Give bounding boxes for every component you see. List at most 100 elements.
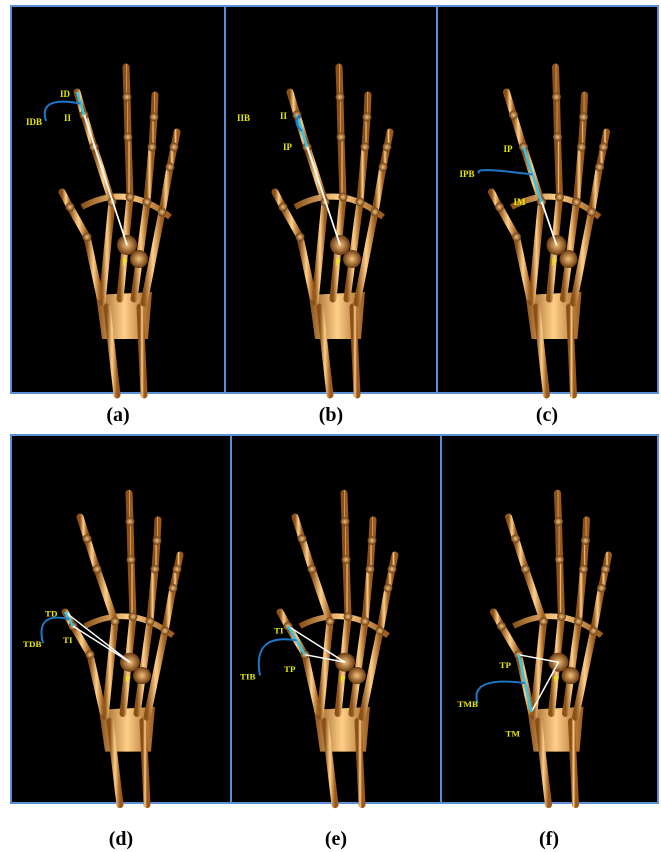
bone <box>365 569 370 621</box>
caption: (f) <box>539 828 559 850</box>
joint <box>363 113 372 122</box>
joint <box>308 565 317 574</box>
bone <box>147 147 152 202</box>
joint-label: TP <box>500 660 512 670</box>
bone <box>560 560 562 617</box>
joint <box>153 536 162 545</box>
joint <box>126 517 135 526</box>
joint <box>574 617 583 626</box>
bone <box>143 721 147 805</box>
palm-sphere <box>133 667 151 684</box>
joint-label: II <box>64 113 72 123</box>
joint <box>512 233 521 242</box>
palm-sphere <box>348 667 366 684</box>
joint <box>166 163 175 172</box>
joint <box>143 198 152 207</box>
joint <box>93 565 102 574</box>
joint <box>298 534 307 543</box>
joint <box>344 612 353 621</box>
bone <box>360 147 365 202</box>
joint <box>129 612 138 621</box>
palm-sphere <box>560 250 578 268</box>
joint <box>553 133 562 142</box>
bone <box>579 569 584 621</box>
joint <box>368 536 377 545</box>
bone <box>152 117 154 147</box>
joint <box>589 627 598 636</box>
joint-label: II <box>280 111 288 121</box>
joint <box>150 113 159 122</box>
joint <box>554 517 563 526</box>
bone <box>126 67 127 97</box>
bone <box>556 67 557 97</box>
joint <box>599 143 608 152</box>
caption: (b) <box>319 404 343 426</box>
bone <box>155 541 157 570</box>
bone <box>582 117 584 147</box>
joint <box>384 584 393 593</box>
bone <box>572 721 576 805</box>
joint <box>146 617 155 626</box>
bone <box>557 97 558 137</box>
bone <box>340 97 341 137</box>
joint <box>339 193 348 202</box>
bone <box>150 569 155 621</box>
joint <box>356 198 365 207</box>
joint <box>376 627 385 636</box>
joint <box>361 143 370 152</box>
bone <box>370 541 372 570</box>
joint-label: TDB <box>23 639 42 649</box>
joint-label: TP <box>284 664 296 674</box>
bone <box>129 493 130 522</box>
figure: IDIDBIIPIIBIIIPPIPIPBIMPTDTDBTIPTITIBTPP… <box>0 0 661 852</box>
joint <box>379 163 388 172</box>
joint-label: TMB <box>458 699 479 709</box>
joint <box>509 111 518 120</box>
joint <box>539 617 548 626</box>
bone <box>570 307 574 395</box>
joint <box>83 233 92 242</box>
joint <box>601 565 610 574</box>
bone <box>345 522 346 560</box>
palm-sphere <box>343 250 361 268</box>
joint <box>148 143 157 152</box>
bone <box>353 307 357 395</box>
joint <box>126 193 135 202</box>
joint <box>597 584 606 593</box>
bone <box>558 493 559 522</box>
joint-label: IDB <box>26 117 42 127</box>
bone <box>127 97 128 137</box>
joint-label: TI <box>63 635 73 645</box>
joint <box>511 534 520 543</box>
bone <box>130 522 131 560</box>
bone <box>559 522 560 560</box>
joint <box>555 193 564 202</box>
joint <box>151 565 160 574</box>
bone <box>584 541 586 570</box>
joint-label: ID <box>60 89 71 99</box>
palm-sphere <box>562 667 580 684</box>
joint-label: TIB <box>240 672 256 682</box>
joint <box>552 93 561 102</box>
joint-label: TI <box>274 626 284 636</box>
bone <box>341 137 343 197</box>
joint <box>557 612 566 621</box>
joint <box>326 617 335 626</box>
joint <box>361 617 370 626</box>
joint <box>577 143 586 152</box>
caption: (d) <box>109 828 133 850</box>
joint <box>83 534 92 543</box>
bone <box>128 137 130 197</box>
joint <box>66 203 75 212</box>
caption: (c) <box>536 404 558 426</box>
joint-label: TM <box>506 729 521 739</box>
joint-label: IP <box>504 144 514 154</box>
joint-label: P <box>122 257 128 267</box>
joint <box>342 555 351 564</box>
joint-label: P <box>554 673 560 683</box>
bone <box>558 137 560 197</box>
joint <box>279 203 288 212</box>
joint <box>495 203 504 212</box>
joint <box>86 650 95 659</box>
joint <box>296 233 305 242</box>
